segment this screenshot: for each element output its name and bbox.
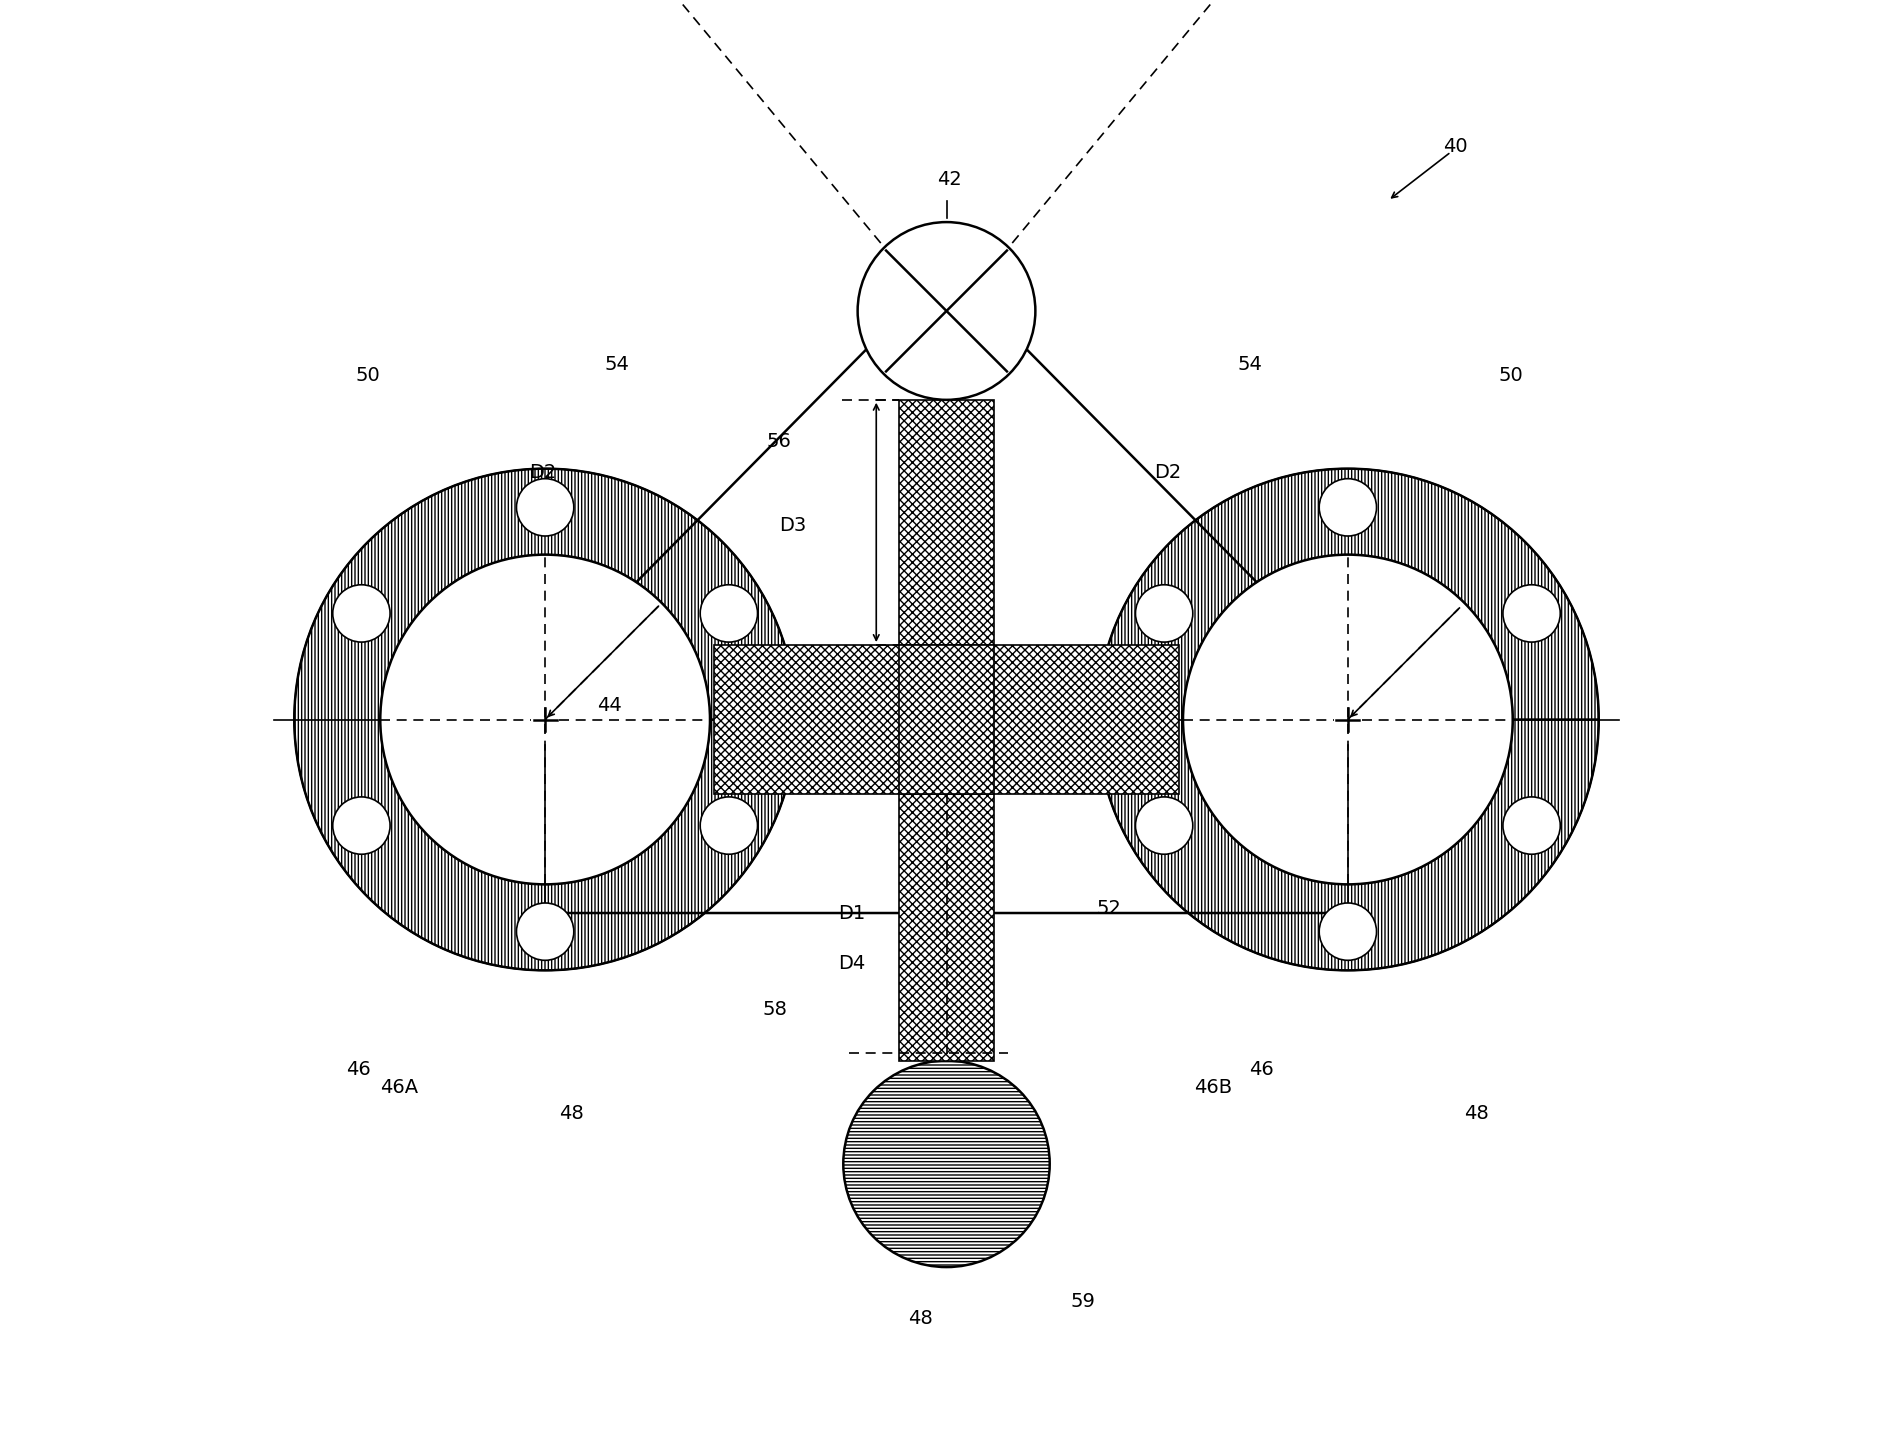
Circle shape <box>1503 584 1560 642</box>
Bar <box>899 645 994 794</box>
Text: 48: 48 <box>1465 1104 1490 1124</box>
Circle shape <box>1136 584 1193 642</box>
Text: 46: 46 <box>346 1059 371 1079</box>
Bar <box>899 400 994 1061</box>
Text: 46A: 46A <box>380 1078 418 1098</box>
Text: D4: D4 <box>839 954 865 973</box>
Text: D2: D2 <box>1153 463 1181 482</box>
Circle shape <box>1319 479 1376 535</box>
Circle shape <box>333 584 390 642</box>
Text: 59: 59 <box>1070 1292 1096 1311</box>
Text: 44: 44 <box>598 695 623 715</box>
Text: 54: 54 <box>604 354 628 374</box>
Text: 40: 40 <box>1442 137 1467 155</box>
Text: 46: 46 <box>1249 1059 1274 1079</box>
Text: D2: D2 <box>528 463 557 482</box>
Circle shape <box>1319 904 1376 960</box>
Circle shape <box>842 1061 1051 1268</box>
Text: 48: 48 <box>909 1309 933 1328</box>
Text: D1: D1 <box>839 904 865 922</box>
Text: 42: 42 <box>937 170 962 189</box>
Text: 58: 58 <box>763 1000 787 1019</box>
Text: 54: 54 <box>1238 354 1263 374</box>
Circle shape <box>1183 554 1513 885</box>
Bar <box>714 645 1179 794</box>
Circle shape <box>517 479 574 535</box>
Circle shape <box>858 222 1035 400</box>
Polygon shape <box>1098 469 1600 970</box>
Circle shape <box>700 584 757 642</box>
Text: 50: 50 <box>1499 366 1524 386</box>
Text: 56: 56 <box>767 432 791 450</box>
Circle shape <box>333 797 390 855</box>
Text: D3: D3 <box>780 517 806 535</box>
Circle shape <box>700 797 757 855</box>
Circle shape <box>1136 797 1193 855</box>
Circle shape <box>1503 797 1560 855</box>
Polygon shape <box>293 469 795 970</box>
Text: 48: 48 <box>558 1104 583 1124</box>
Circle shape <box>517 904 574 960</box>
Circle shape <box>380 554 710 885</box>
Text: 50: 50 <box>356 366 380 386</box>
Text: 52: 52 <box>1096 899 1121 918</box>
Text: 46B: 46B <box>1194 1078 1232 1098</box>
